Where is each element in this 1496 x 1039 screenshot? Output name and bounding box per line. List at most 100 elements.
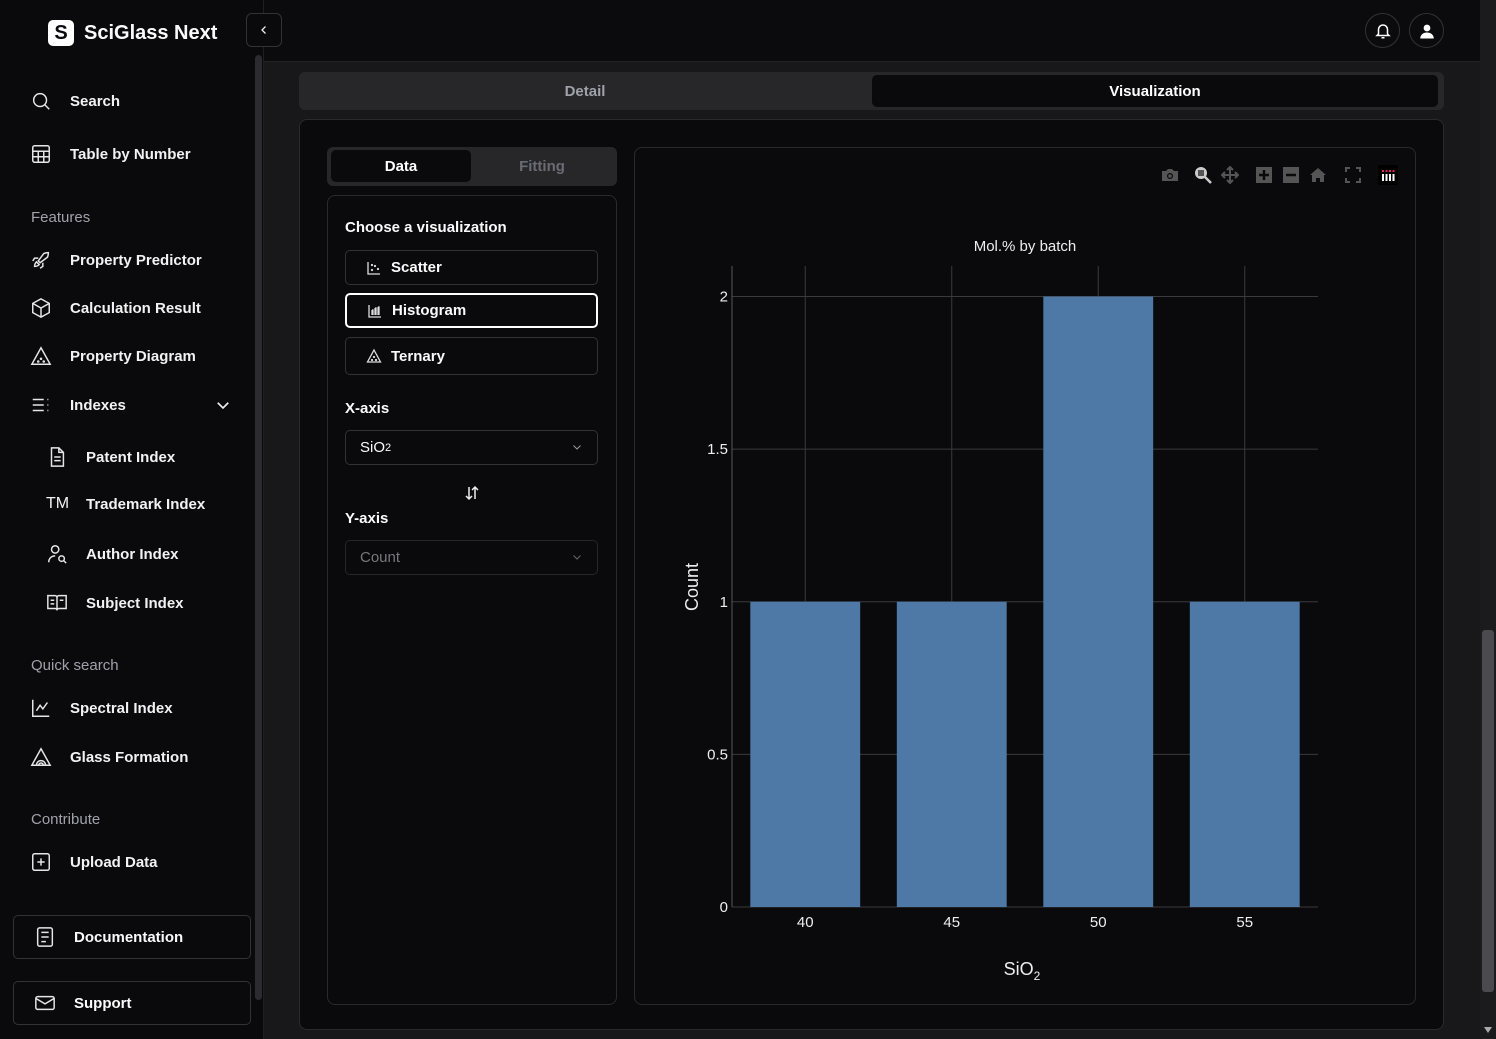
sidebar-item-label: Spectral Index	[70, 699, 173, 717]
tick-labels: 0 0.5 1 1.5 2 40 45 50 55	[707, 289, 1253, 931]
sidebar-item-label: Subject Index	[86, 594, 184, 612]
x-axis-title-text: SiO	[1004, 959, 1034, 979]
sidebar-item-property-diagram[interactable]: Property Diagram	[30, 345, 196, 367]
panel-tabs: Data Fitting	[327, 147, 617, 186]
sidebar-item-label: Patent Index	[86, 448, 176, 466]
bar-55[interactable]	[1189, 601, 1300, 907]
app-logo[interactable]: S SciGlass Next	[48, 20, 217, 46]
view-tabs: Detail Visualization	[299, 72, 1444, 110]
user-search-icon	[48, 545, 67, 564]
chevron-down-icon	[573, 445, 581, 450]
tab-fitting[interactable]: Fitting	[519, 157, 565, 175]
y-tick-label: 1.5	[707, 441, 728, 458]
notifications-button[interactable]	[1365, 13, 1400, 48]
top-bar	[264, 0, 1480, 62]
scroll-down-arrow-icon[interactable]	[1483, 1026, 1493, 1034]
support-button[interactable]: Support	[13, 981, 251, 1025]
sidebar-item-label: Calculation Result	[70, 299, 201, 317]
chart-title: Mol.% by batch	[974, 238, 1077, 255]
tab-detail[interactable]: Detail	[564, 82, 606, 100]
sidebar-item-trademark-index[interactable]: TM Trademark Index	[46, 495, 205, 513]
sidebar-item-label: Property Diagram	[70, 347, 196, 365]
sidebar-scrollbar[interactable]	[255, 55, 262, 1000]
collapse-sidebar-button[interactable]	[246, 13, 282, 47]
sidebar-item-upload-data[interactable]: Upload Data	[30, 851, 158, 873]
scatter-icon	[367, 261, 380, 275]
bars	[750, 296, 1300, 907]
zoom-icon[interactable]	[1193, 165, 1213, 185]
section-quick-search: Quick search	[31, 657, 119, 674]
section-contribute: Contribute	[31, 811, 101, 828]
chevron-down-icon[interactable]	[214, 396, 232, 414]
sidebar: S SciGlass Next Search Table by Number Fe…	[0, 0, 264, 1039]
y-axis-value: Count	[360, 549, 401, 566]
x-axis-title: SiO2	[1004, 959, 1041, 983]
documentation-label: Documentation	[74, 928, 184, 946]
sidebar-item-author-index[interactable]: Author Index	[46, 543, 179, 565]
x-tick-label: 50	[1090, 914, 1107, 931]
support-label: Support	[74, 994, 132, 1012]
pan-icon[interactable]	[1220, 165, 1240, 185]
visualization-controls: Choose a visualization Scatter Histogram…	[327, 195, 617, 1005]
swap-axes-icon[interactable]	[463, 484, 481, 502]
list-icon	[32, 398, 49, 412]
sidebar-item-label: Upload Data	[70, 853, 158, 871]
sidebar-item-glass-formation[interactable]: Glass Formation	[30, 746, 188, 768]
x-axis-title-subscript: 2	[1034, 969, 1041, 983]
bar-45[interactable]	[896, 601, 1007, 907]
table-icon	[32, 145, 50, 163]
document-icon	[36, 927, 54, 947]
x-axis-value-subscript: 2	[385, 441, 392, 454]
documentation-button[interactable]: Documentation	[13, 915, 251, 959]
file-icon	[50, 447, 65, 467]
sidebar-item-calculation-result[interactable]: Calculation Result	[30, 297, 201, 319]
sidebar-item-label: Table by Number	[70, 145, 191, 163]
y-tick-label: 2	[720, 289, 728, 306]
book-icon	[47, 594, 67, 611]
sidebar-item-label: Property Predictor	[70, 251, 202, 269]
sidebar-item-indexes[interactable]: Indexes	[30, 394, 126, 416]
page-scrollbar-thumb[interactable]	[1482, 630, 1494, 992]
sidebar-item-label: Trademark Index	[86, 495, 206, 513]
camera-icon[interactable]	[1160, 165, 1180, 185]
chevron-down-icon	[573, 555, 581, 560]
y-axis-title: Count	[682, 563, 702, 611]
ternary-option[interactable]: Ternary	[345, 337, 598, 375]
sidebar-item-search[interactable]: Search	[30, 90, 120, 112]
zoom-out-icon[interactable]	[1281, 165, 1301, 185]
glass-icon	[30, 747, 52, 766]
histogram-option[interactable]: Histogram	[345, 293, 598, 328]
search-icon	[32, 92, 50, 110]
sidebar-item-property-predictor[interactable]: Property Predictor	[30, 249, 202, 271]
sidebar-item-patent-index[interactable]: Patent Index	[46, 446, 175, 468]
sidebar-item-subject-index[interactable]: Subject Index	[46, 592, 184, 614]
bar-40[interactable]	[750, 601, 861, 907]
plotly-logo-icon[interactable]	[1378, 165, 1398, 185]
cube-icon	[32, 297, 50, 319]
user-icon	[1419, 24, 1434, 38]
user-menu-button[interactable]	[1409, 13, 1444, 48]
option-label: Histogram	[392, 302, 467, 319]
bar-50[interactable]	[1043, 296, 1154, 907]
home-icon[interactable]	[1308, 165, 1328, 185]
y-axis-select[interactable]: Count	[345, 540, 598, 575]
x-axis-value: SiO	[360, 439, 386, 456]
chevron-left-icon	[261, 26, 266, 34]
x-axis-select[interactable]: SiO 2	[345, 430, 598, 465]
choose-visualization-label: Choose a visualization	[345, 219, 507, 236]
x-axis-label: X-axis	[345, 400, 390, 417]
y-axis-label: Y-axis	[345, 510, 389, 527]
sidebar-item-spectral-index[interactable]: Spectral Index	[30, 697, 173, 719]
zoom-in-icon[interactable]	[1254, 165, 1274, 185]
tab-visualization[interactable]: Visualization	[872, 75, 1438, 107]
bell-icon	[1374, 23, 1391, 38]
tab-data[interactable]: Data	[331, 150, 471, 182]
sidebar-item-label: Search	[70, 92, 121, 110]
sidebar-item-label: Indexes	[70, 396, 126, 414]
sidebar-item-table-by-number[interactable]: Table by Number	[30, 143, 191, 165]
plus-square-icon	[32, 853, 50, 871]
fullscreen-icon[interactable]	[1343, 165, 1363, 185]
scatter-option[interactable]: Scatter	[345, 250, 598, 285]
y-tick-label: 0.5	[707, 746, 728, 763]
